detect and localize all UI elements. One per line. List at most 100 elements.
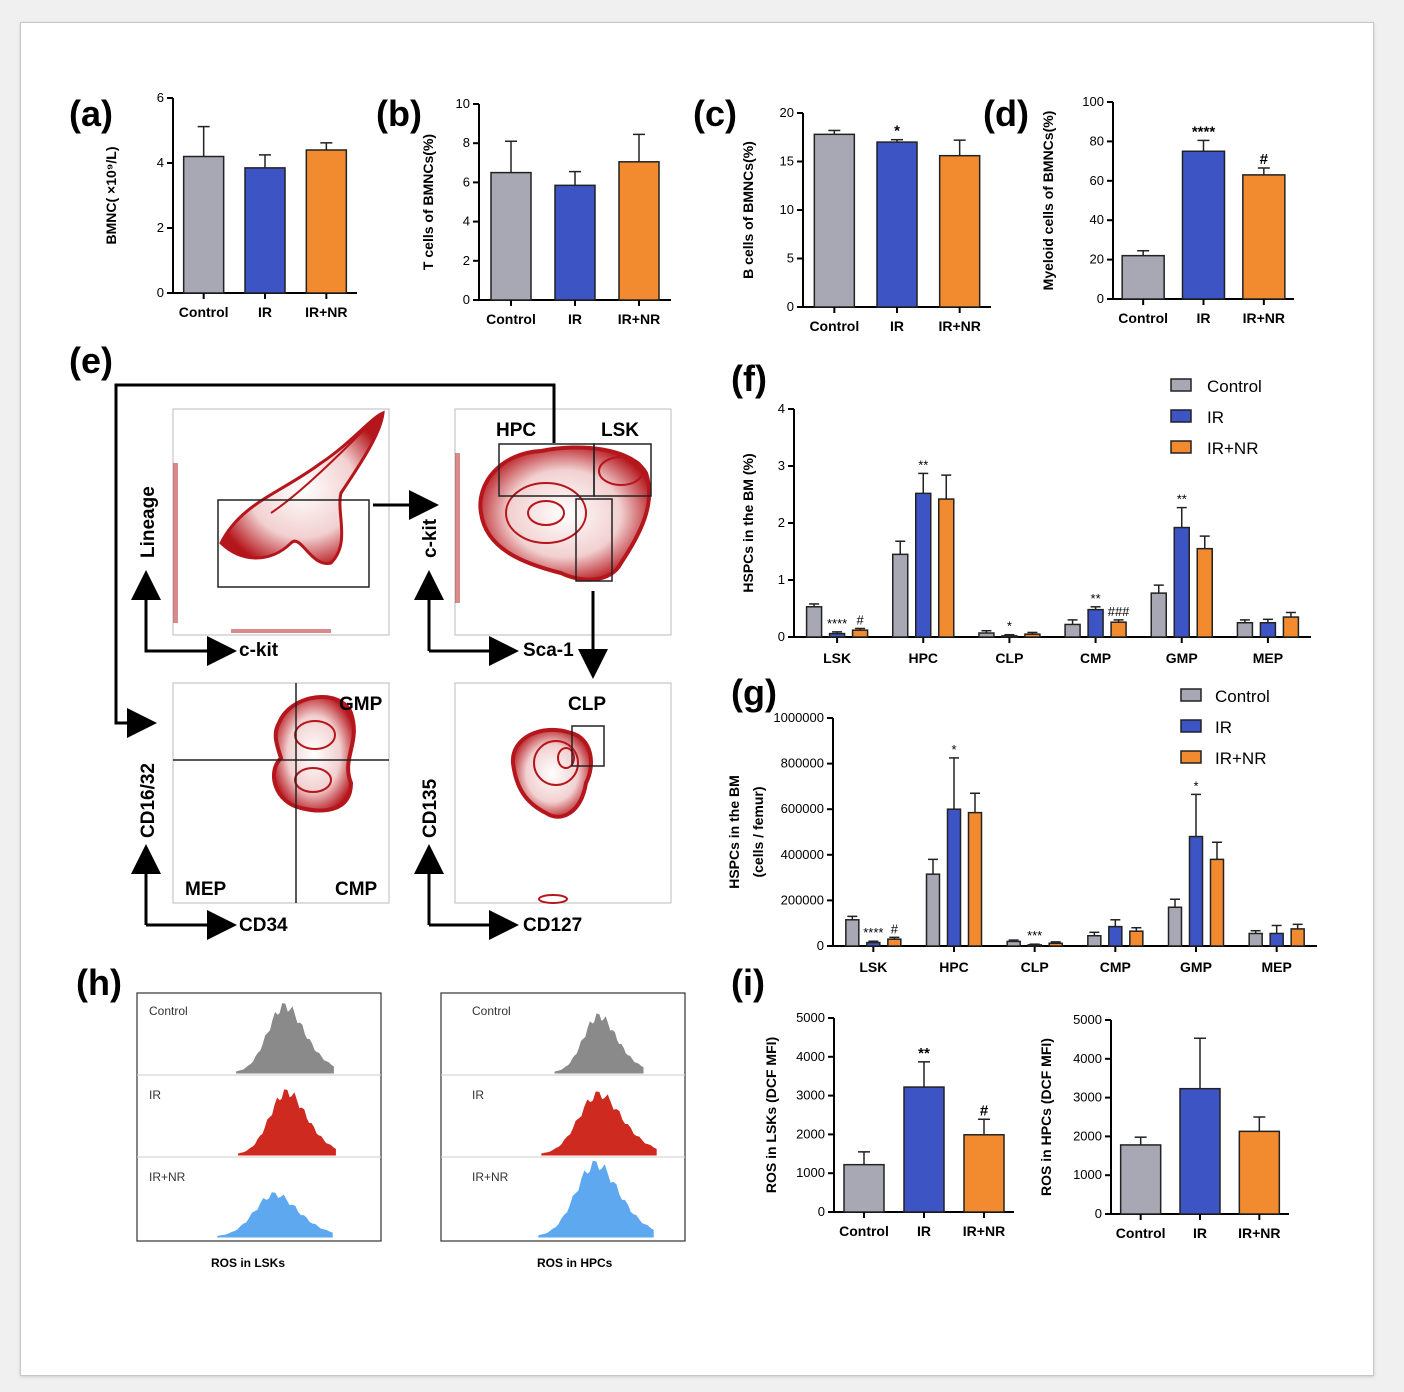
chart-i1-ytick-label: 0 (818, 1204, 825, 1219)
chart-g-ytick-label: 600000 (781, 801, 824, 816)
flow-plot-1-ckit-strip (231, 629, 331, 633)
chart-i2-category-label: IR+NR (1238, 1225, 1280, 1241)
chart-f-ytick-label: 1 (778, 572, 785, 587)
chart-i1-ytick-label: 5000 (796, 1010, 825, 1025)
legend-f-irnr: IR+NR (1207, 439, 1258, 458)
chart-g-significance: * (951, 742, 956, 757)
hist-right-row-control: Control (472, 1004, 511, 1018)
chart-c-bar (876, 141, 918, 308)
legend-f-control: Control (1207, 377, 1262, 396)
chart-i2-ytick-label: 2000 (1073, 1128, 1102, 1143)
chart-f-bar (915, 492, 932, 638)
chart-f-significance: ### (1108, 604, 1130, 619)
chart-a-category-label: IR (258, 304, 272, 320)
hist-left-irnr-curve (217, 1192, 333, 1238)
chart-d-ytick-label: 0 (1097, 291, 1104, 306)
chart-g-bar (1209, 858, 1225, 947)
chart-d-ytick-label: 80 (1090, 133, 1104, 148)
chart-f-category-label: GMP (1166, 650, 1198, 666)
chart-g: 0 200000 400000 600000 800000 1000000 HSPCs in… (726, 710, 1317, 975)
chart-b-ytick-label: 4 (463, 214, 470, 229)
chart-f-ytick-label: 4 (778, 401, 785, 416)
chart-g-bar (1167, 906, 1183, 947)
flow-gate-lin-neg (217, 499, 370, 588)
chart-c-significance: * (894, 123, 900, 140)
chart-f-category-label: CLP (995, 650, 1023, 666)
chart-c-bar (938, 154, 981, 308)
chart-f-category-label: HPC (908, 650, 938, 666)
chart-d-significance: **** (1192, 123, 1216, 140)
chart-f-significance: # (856, 612, 864, 627)
chart-g-bar (1048, 942, 1063, 947)
figure-canvas: (a) (b) (c) (d) (e) (f) (g) (h) (i) 0 2 4 6… (69, 90, 1317, 1270)
chart-a-bar (305, 149, 348, 294)
chart-b-ylabel: T cells of BMNCs(%) (420, 134, 436, 270)
hist-right-row-irnr: IR+NR (472, 1170, 509, 1184)
chart-c-ytick-label: 15 (780, 154, 794, 169)
hist-left-row-ir: IR (149, 1088, 161, 1102)
flow-p2-xlabel: Sca-1 (523, 640, 574, 661)
chart-g-bar (1188, 835, 1204, 947)
chart-g-category-label: CLP (1021, 959, 1049, 975)
chart-i2-ytick-label: 4000 (1073, 1051, 1102, 1066)
chart-d-category-label: IR (1197, 310, 1211, 326)
legend-g-swatch-ir (1180, 719, 1202, 733)
chart-i2-bar (1238, 1130, 1281, 1215)
chart-i1-significance: ** (918, 1045, 930, 1062)
flow-plot-4-contour-1 (533, 740, 579, 786)
hist-right-title: ROS in HPCs (537, 1256, 613, 1270)
chart-i2-ytick-label: 0 (1095, 1206, 1102, 1221)
panel-label-a: (a) (69, 93, 113, 134)
legend-g: Control IR IR+NR (1180, 687, 1270, 768)
chart-d-category-label: Control (1118, 310, 1168, 326)
hist-left-frame (136, 992, 382, 1242)
chart-f-category-label: MEP (1253, 650, 1283, 666)
chart-b-category-label: IR (568, 311, 582, 327)
chart-d-category-label: IR+NR (1243, 310, 1285, 326)
chart-b-ytick-label: 8 (463, 135, 470, 150)
chart-g-significance: *** (1027, 928, 1042, 943)
chart-f-bar (1024, 633, 1041, 638)
chart-c-ytick-label: 0 (787, 299, 794, 314)
hist-left-control-curve (236, 1003, 334, 1074)
chart-d-ytick-label: 40 (1090, 212, 1104, 227)
chart-g-bar (946, 808, 962, 947)
chart-c-ytick-label: 5 (787, 251, 794, 266)
chart-d-ylabel: Myeloid cells of BMNCs(%) (1040, 111, 1056, 291)
chart-g-significance: # (891, 921, 899, 936)
chart-f-bar (1236, 622, 1254, 638)
flow-plot-3-contour-2 (294, 767, 332, 793)
hist-right-ir-curve (541, 1091, 657, 1156)
chart-b-ytick-label: 10 (456, 96, 470, 111)
panel-label-c: (c) (693, 93, 737, 134)
legend-f-swatch-irnr (1170, 440, 1192, 454)
chart-d-significance: # (1260, 151, 1269, 168)
chart-b-ytick-label: 6 (463, 174, 470, 189)
chart-i1-ytick-label: 2000 (796, 1126, 825, 1141)
legend-g-swatch-control (1180, 688, 1202, 702)
chart-b-category-label: Control (486, 311, 536, 327)
chart-f-bar (1173, 526, 1190, 638)
flow-gate-hpc-label: HPC (496, 420, 536, 441)
chart-g-bar (887, 938, 902, 947)
chart-f-significance: * (1007, 619, 1012, 634)
flow-plot-4-low-pop (538, 894, 568, 904)
chart-f-bar (1087, 608, 1104, 638)
chart-i2-ylabel: ROS in HPCs (DCF MFI) (1038, 1038, 1054, 1196)
chart-c-ytick-label: 10 (780, 202, 794, 217)
flow-plot-1-contour (270, 422, 372, 514)
chart-c-category-label: IR+NR (938, 318, 980, 334)
legend-g-irnr: IR+NR (1215, 749, 1266, 768)
flow-plot-2-contour-2 (527, 500, 565, 526)
flow-plot-3-population (271, 695, 356, 813)
chart-i2-bar (1179, 1087, 1221, 1215)
chart-f-bar (1110, 621, 1127, 638)
chart-g-bar (1290, 928, 1305, 947)
chart-b-bar (490, 171, 532, 301)
chart-g-bar (1087, 934, 1102, 947)
chart-f-bar (851, 629, 869, 638)
chart-i1-category-label: Control (839, 1223, 889, 1239)
panel-label-e: (e) (69, 340, 113, 381)
